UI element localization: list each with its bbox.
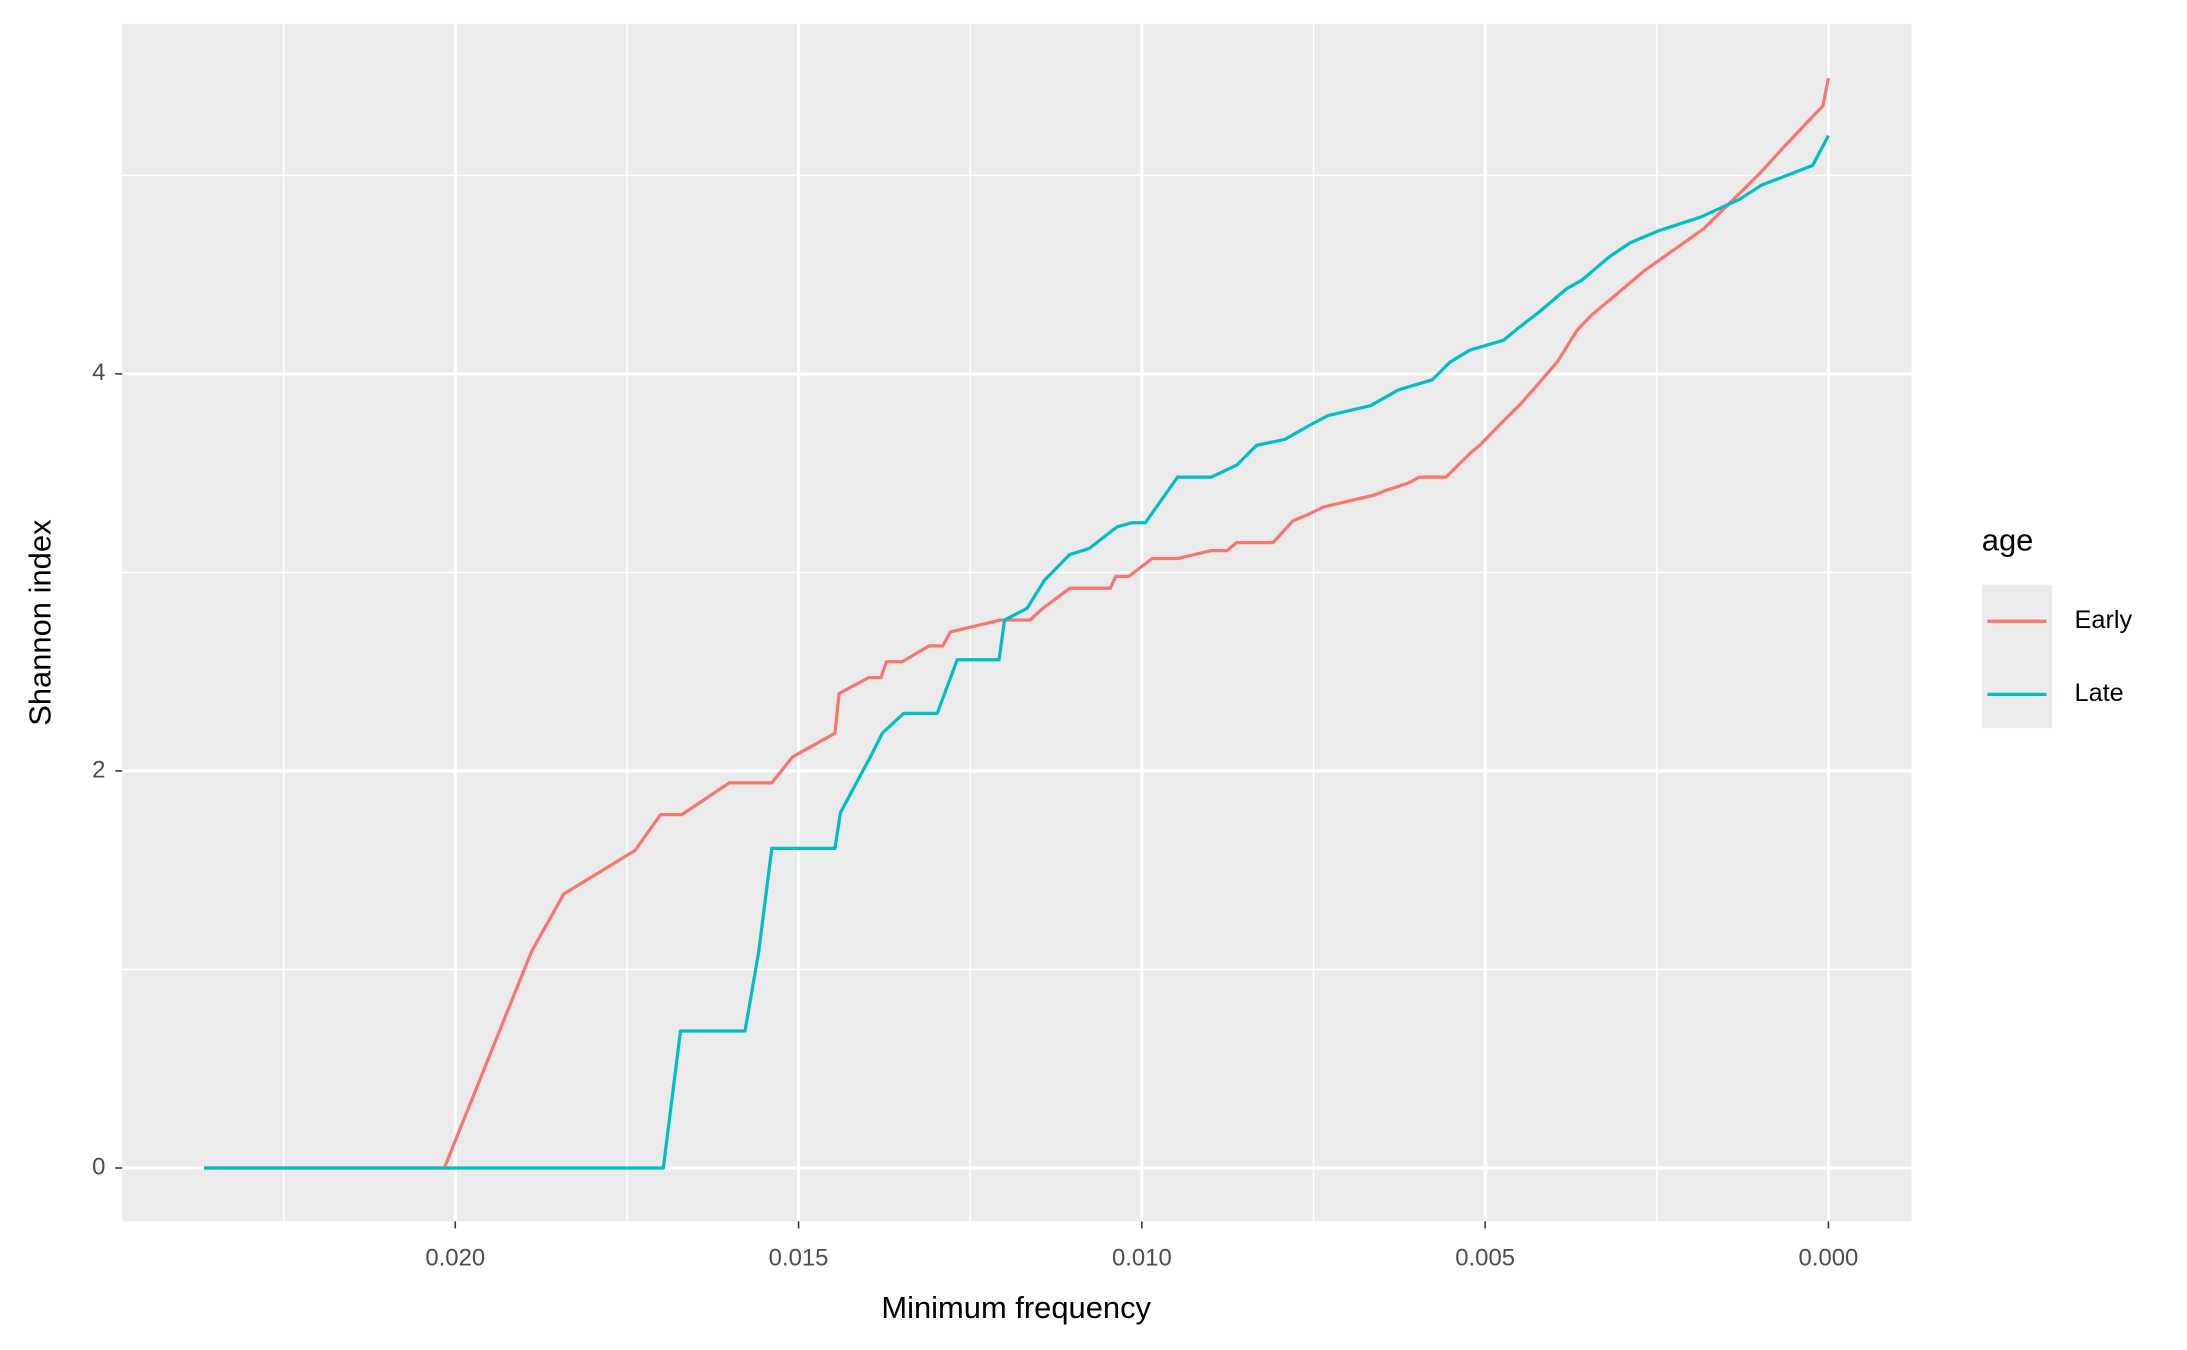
y-tick-label: 2 <box>92 756 105 783</box>
line <box>203 134 1830 1170</box>
x-tick-label: 0.015 <box>769 1245 829 1272</box>
x-tick-label: 0.000 <box>1799 1245 1859 1272</box>
legend-title: age <box>1982 523 2034 558</box>
x-axis-title: Minimum frequency <box>881 1290 1151 1325</box>
legend-label: Early <box>2075 606 2133 634</box>
y-tick-label: 0 <box>92 1153 105 1180</box>
x-tick-label: 0.010 <box>1112 1245 1172 1272</box>
line <box>203 77 1831 1170</box>
legend-key-box <box>1981 584 2053 729</box>
y-axis-title: Shannon index <box>22 519 57 726</box>
y-tick-label: 4 <box>92 359 105 386</box>
panel <box>122 23 1912 1222</box>
legend-label: Late <box>2075 679 2124 707</box>
x-tick-label: 0.020 <box>425 1245 485 1272</box>
x-tick-label: 0.005 <box>1455 1245 1515 1272</box>
